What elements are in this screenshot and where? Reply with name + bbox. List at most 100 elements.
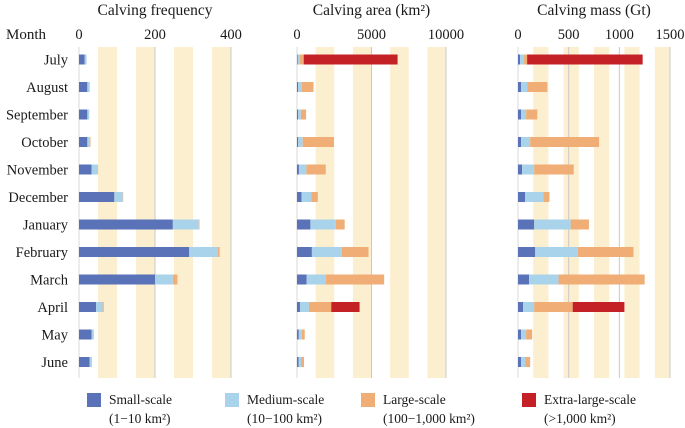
bar-medium-scale-september (521, 109, 527, 120)
legend-range-small: (1−10 km²) (109, 411, 171, 426)
bar-medium-scale-october (521, 137, 531, 147)
legend-range-extra-large: (>1,000 km²) (544, 411, 616, 426)
bar-large-scale-september (300, 109, 307, 120)
bar-medium-scale-april (523, 302, 535, 312)
bar-small-scale-april (518, 302, 524, 312)
bar-large-scale-january (335, 219, 345, 230)
legend-range-medium: (10−100 km²) (247, 411, 323, 426)
bar-large-scale-april (102, 302, 104, 312)
legend-swatch-extra-large (522, 393, 536, 407)
bar-medium-scale-january (310, 219, 336, 230)
panel-title: Calving mass (Gt) (537, 2, 651, 19)
bar-large-scale-september (526, 109, 538, 120)
bar-large-scale-november (306, 164, 326, 175)
bar-medium-scale-june (89, 357, 92, 367)
bar-small-scale-march (518, 274, 530, 285)
month-axis-title: Month (6, 27, 47, 43)
bar-large-scale-august (527, 82, 548, 92)
bar-large-scale-march (558, 274, 645, 285)
background-band (563, 47, 579, 378)
tick-label: 10000 (428, 27, 464, 43)
tick-label: 1500 (656, 27, 685, 43)
bar-small-scale-july (518, 54, 521, 65)
month-label-february: February (16, 245, 69, 261)
bar-extra-large-scale-july (303, 54, 398, 65)
background-band (390, 47, 409, 378)
legend-label-large: Large-scale (383, 392, 446, 407)
bar-large-scale-october (90, 137, 91, 147)
bar-medium-scale-march (529, 274, 559, 285)
bar-large-scale-march (326, 274, 385, 285)
bar-large-scale-october (530, 137, 600, 147)
month-label-december: December (8, 190, 68, 206)
panel-calving-frequency: Calving frequency 0 200 400 (75, 2, 242, 378)
bar-small-scale-october (79, 137, 88, 147)
background-band (136, 47, 155, 378)
legend-label-extra-large: Extra-large-scale (544, 392, 636, 407)
month-label-june: June (41, 355, 68, 371)
bar-small-scale-december (79, 192, 115, 202)
bar-large-scale-may (301, 329, 305, 340)
bar-small-scale-september (79, 109, 88, 120)
bar-medium-scale-september (298, 109, 301, 120)
panel-calving-mass: Calving mass (Gt) 0 500 1000 1500 (514, 2, 685, 378)
panel-calving-area: Calving area (km²) 0 5000 10000 (293, 2, 464, 378)
bar-large-scale-august (301, 82, 314, 92)
month-label-september: September (6, 108, 68, 124)
panel-title: Calving area (km²) (313, 2, 430, 19)
bar-small-scale-march (297, 274, 307, 285)
background-band (174, 47, 193, 378)
bar-small-scale-january (518, 219, 535, 230)
bar-large-scale-december (311, 192, 318, 202)
bar-small-scale-march (79, 274, 155, 285)
bar-small-scale-november (518, 164, 523, 175)
bar-small-scale-april (79, 302, 97, 312)
bar-large-scale-november (97, 164, 99, 175)
bar-medium-scale-march (306, 274, 327, 285)
bar-small-scale-june (518, 357, 522, 367)
bar-small-scale-may (518, 329, 522, 340)
bar-small-scale-january (79, 219, 173, 230)
bar-medium-scale-july (520, 54, 525, 65)
bar-medium-scale-october (298, 137, 303, 147)
bar-medium-scale-november (298, 164, 307, 175)
month-label-may: May (41, 328, 68, 344)
tick-label: 5000 (357, 27, 386, 43)
bar-small-scale-november (79, 164, 92, 175)
background-band (315, 47, 335, 378)
bar-large-scale-october (302, 137, 334, 147)
bar-medium-scale-december (525, 192, 544, 202)
tick-label: 0 (293, 27, 300, 43)
bar-medium-scale-june (298, 357, 302, 367)
bar-small-scale-february (518, 247, 536, 257)
chart-canvas: Month July August September October November D… (6, 2, 685, 378)
bar-small-scale-september (297, 109, 299, 120)
bar-large-scale-january (198, 219, 200, 230)
bar-medium-scale-may (298, 329, 302, 340)
legend-label-small: Small-scale (109, 392, 172, 407)
bar-medium-scale-august (298, 82, 302, 92)
bar-large-scale-december (122, 192, 124, 202)
month-label-january: January (23, 218, 69, 234)
bar-small-scale-december (297, 192, 302, 202)
bar-medium-scale-february (189, 247, 218, 257)
bar-medium-scale-january (172, 219, 199, 230)
bar-small-scale-august (297, 82, 299, 92)
bar-medium-scale-september (87, 109, 90, 120)
bar-large-scale-november (534, 164, 574, 175)
bar-medium-scale-august (87, 82, 90, 92)
legend-swatch-large (361, 393, 375, 407)
bar-small-scale-july (79, 54, 85, 65)
tick-label: 500 (558, 27, 580, 43)
bar-large-scale-april (534, 302, 573, 312)
bar-medium-scale-november (91, 164, 98, 175)
bar-large-scale-january (570, 219, 589, 230)
bar-small-scale-october (518, 137, 522, 147)
background-band (654, 47, 670, 378)
bar-extra-large-scale-april (331, 302, 360, 312)
month-label-march: March (30, 273, 69, 289)
background-band (98, 47, 117, 378)
bar-large-scale-june (525, 357, 531, 367)
bar-medium-scale-october (87, 137, 91, 147)
legend-label-medium: Medium-scale (247, 392, 325, 407)
